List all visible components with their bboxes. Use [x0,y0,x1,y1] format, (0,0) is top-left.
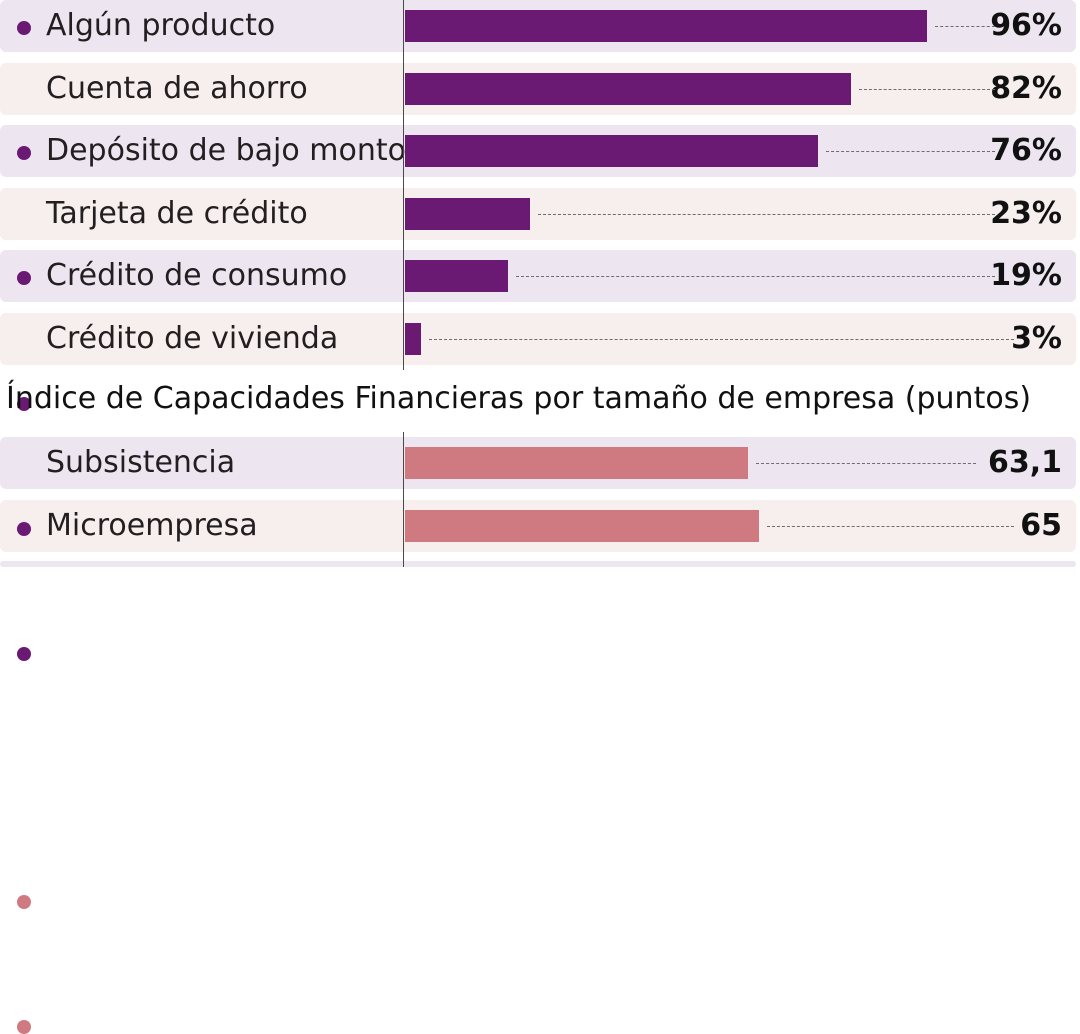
leader-line [516,276,995,278]
chart-row: Cuenta de ahorro 82% [0,62,1076,161]
value-label: 19% [990,258,1062,294]
bar [405,323,422,355]
chart-row: Subsistencia 63,1 [0,437,1076,909]
legend-dot [17,21,31,35]
top-axis-line [403,0,404,370]
chart-row: Tarjeta de crédito 23% [0,187,1076,411]
bar [405,197,531,230]
bar [405,10,928,42]
legend-dot [17,521,31,536]
chart-row: Microempresa 65 [0,499,1076,1034]
category-label: Algún producto [46,8,276,43]
bar [405,447,749,479]
bottom-axis-line [403,432,404,567]
leader-line [766,525,1014,527]
chart-row: Crédito de consumo 19% [0,250,1076,536]
bar [405,260,509,293]
leader-line [756,463,976,464]
chart-row [0,561,1076,567]
leader-line [538,213,995,215]
value-label: 76% [990,133,1062,169]
value-label: 3% [1011,321,1062,356]
chart-row: Crédito de vivienda 3% [0,313,1076,661]
value-label: 82% [990,70,1062,106]
category-label: Crédito de vivienda [46,321,339,356]
value-label: 63,1 [987,445,1062,480]
leader-line [935,26,995,27]
value-label: 23% [990,195,1062,231]
category-label: Subsistencia [46,445,236,480]
chart-row: Algún producto 96% [0,0,1076,52]
leader-line [826,151,995,153]
legend-dot [17,146,31,161]
category-label: Crédito de consumo [46,258,348,294]
leader-line [859,88,995,90]
category-label: Cuenta de ahorro [46,70,308,106]
legend-dot [17,647,31,661]
legend-dot [17,1020,31,1034]
category-label: Microempresa [46,507,258,543]
bar [405,135,819,168]
legend-dot [17,895,31,909]
bar [405,509,759,542]
legend-dot [17,396,31,411]
value-label: 65 [1020,507,1062,543]
chart-row: Depósito de bajo monto 76% [0,125,1076,286]
leader-line [429,339,1014,340]
category-label: Tarjeta de crédito [46,195,308,231]
bar [405,72,852,105]
section-title: Índice de Capacidades Financieras por ta… [6,381,1032,416]
category-label: Depósito de bajo monto [46,133,406,169]
value-label: 96% [990,8,1062,43]
legend-dot [17,271,31,286]
